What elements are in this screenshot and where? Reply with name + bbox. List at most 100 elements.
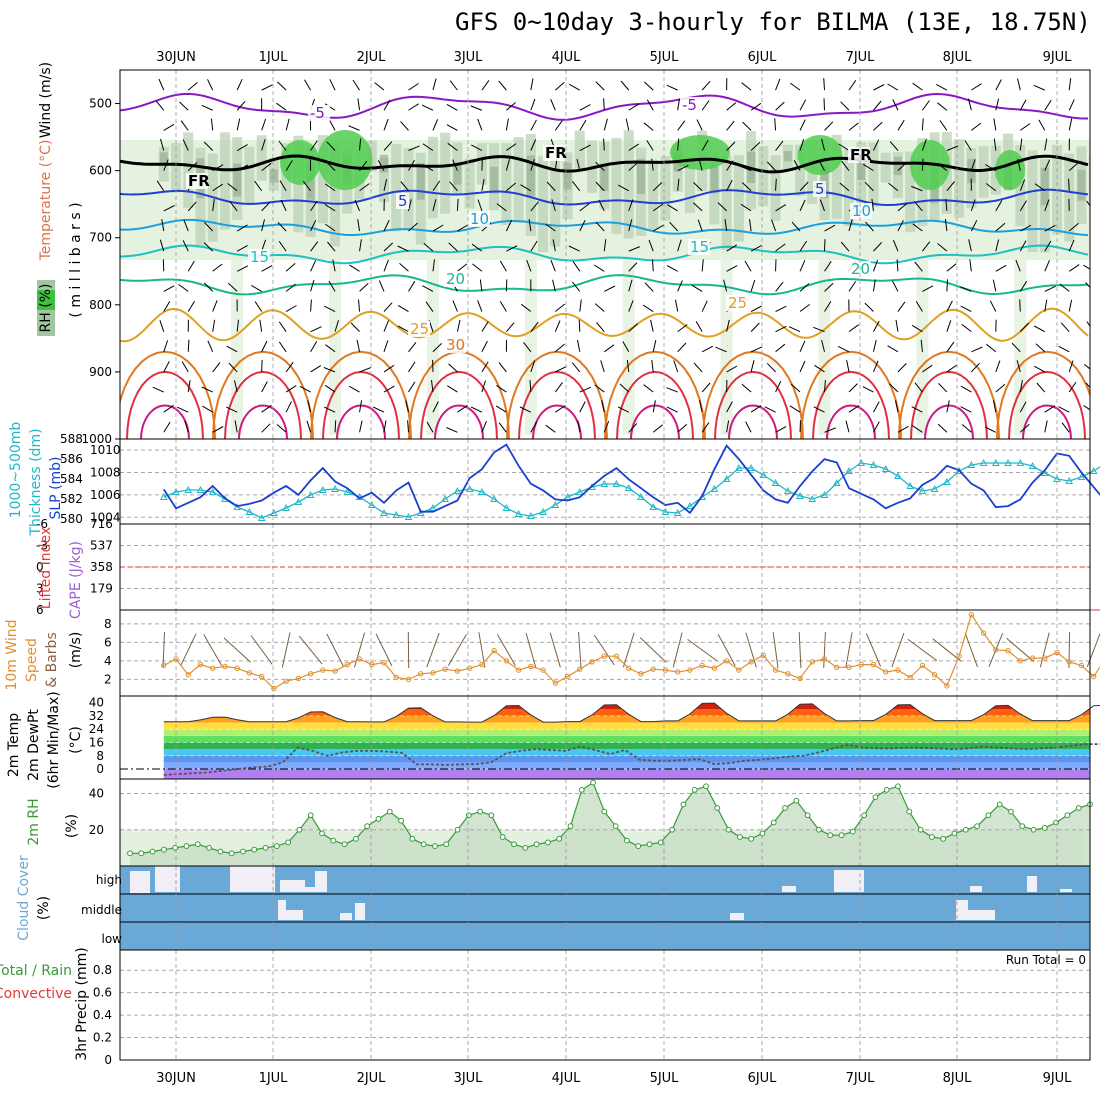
wind-speed-point: [1066, 659, 1072, 665]
rh-point: [251, 846, 258, 853]
wind-barb: [163, 404, 174, 413]
wind-barb: [187, 162, 198, 172]
contour-label: 20: [446, 270, 465, 288]
wind-barb: [603, 118, 608, 131]
thickness-point: [881, 464, 890, 472]
wind-barb: [724, 219, 728, 232]
cloud-level-label: high: [96, 873, 122, 887]
wind-barb: [278, 241, 287, 252]
wind-speed-point: [454, 668, 461, 674]
wind-barb: [848, 80, 857, 91]
wind-barb: [1019, 200, 1027, 212]
wind-barb: [775, 343, 786, 353]
rh-shade-mid: [1015, 144, 1026, 227]
wind-barb: [236, 265, 249, 272]
wind-barb: [572, 180, 581, 192]
wind-barb: [569, 83, 581, 91]
wind-barb: [1083, 405, 1090, 411]
wind-barb: [1034, 183, 1046, 192]
wind-barb: [619, 383, 630, 393]
rh-shade-mid: [244, 146, 255, 203]
wind-speed-point: [895, 667, 901, 673]
temp-contour-arch: [224, 370, 302, 439]
wind-barb: [701, 300, 708, 312]
wind-barb: [1068, 264, 1080, 272]
wind-barb: [873, 242, 883, 252]
temp-contour-15: [120, 244, 1089, 265]
temp-contour-25: [120, 307, 1089, 343]
wind-speed-point: [589, 659, 595, 665]
wind-barb: [203, 141, 214, 151]
wind-barb: [325, 344, 336, 353]
rh-point: [240, 848, 246, 855]
wind-barb: [701, 80, 711, 91]
wind-barb: [261, 118, 267, 131]
wind-barb: [946, 279, 948, 292]
rh-point: [996, 801, 1003, 808]
axis-label-cloud-cover: Cloud Cover: [16, 855, 32, 941]
wind-barb: [995, 383, 1006, 393]
wind-barb: [617, 406, 629, 413]
wind-barb: [187, 82, 198, 91]
wind-barb: [182, 240, 189, 252]
wind-barb: [944, 219, 948, 232]
rh-point: [319, 830, 325, 837]
wind-barb: [945, 198, 948, 211]
wind-barb: [307, 400, 312, 413]
wind-barb: [530, 78, 534, 91]
wind-barb: [595, 181, 605, 192]
rh-streak: [818, 250, 831, 435]
wind-speed-point: [723, 658, 730, 664]
rh-point: [646, 841, 653, 848]
cape-tick: 716: [90, 517, 113, 531]
wind-barb: [326, 161, 336, 171]
wind-barb: [848, 122, 859, 131]
rh-point: [511, 841, 517, 848]
wind-barb: [970, 220, 978, 232]
wind-barb: [1060, 322, 1070, 332]
wind-barb: [897, 301, 906, 312]
wind-barb: [595, 161, 605, 171]
wind-barb: [814, 364, 825, 373]
wind-barb: [426, 421, 434, 433]
surface-wind-barb: [687, 638, 717, 662]
wind-barb: [452, 300, 458, 312]
wind-speed-point: [161, 662, 167, 669]
wind-barb: [1094, 220, 1100, 231]
wind-barb: [579, 401, 586, 413]
wind-barb: [226, 406, 238, 413]
wind-barb: [310, 219, 317, 232]
wind-barb: [628, 423, 638, 433]
rh-point: [601, 808, 608, 815]
wind-barb: [207, 340, 214, 352]
wind-barb: [158, 78, 165, 91]
thickness-point: [478, 487, 486, 495]
wind-barb: [699, 400, 703, 413]
wind-barb: [937, 423, 948, 433]
wind-barb: [506, 245, 518, 252]
wind-barb: [425, 301, 434, 312]
wind-barb: [791, 221, 801, 232]
wind-barb: [383, 141, 393, 151]
axis-label-slp: SLP (mb): [48, 456, 64, 519]
temp-band: [163, 762, 1090, 770]
wind-barb: [212, 426, 224, 433]
wind-barb: [481, 321, 489, 332]
wind-barb: [651, 359, 654, 372]
thickness-point: [416, 508, 425, 516]
wind-barb: [579, 104, 591, 111]
wind-barb: [408, 342, 417, 353]
ytick-label: 700: [89, 231, 112, 245]
temp-band: [163, 715, 1090, 723]
wind-barb: [864, 181, 874, 192]
wind-barb: [628, 300, 634, 312]
wind-barb: [628, 219, 633, 232]
wind-barb: [960, 286, 972, 292]
wind-speed-point: [809, 659, 815, 665]
wind-barb: [848, 405, 860, 413]
wind-barb: [177, 406, 189, 413]
wind-barb: [669, 221, 679, 232]
wind-barb: [750, 279, 756, 292]
wind-barb: [229, 201, 238, 212]
thickness-point: [270, 508, 278, 516]
